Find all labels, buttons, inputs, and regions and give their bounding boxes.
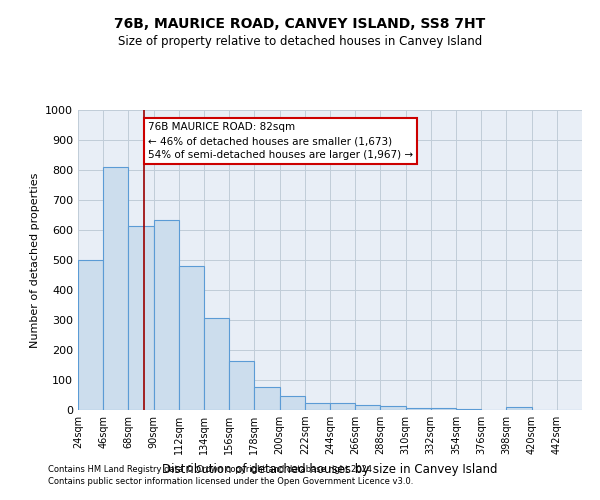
Bar: [179, 266, 204, 410]
Bar: [204, 318, 229, 410]
Bar: [78, 260, 103, 410]
Bar: [406, 408, 431, 410]
Bar: [355, 404, 380, 410]
Bar: [456, 408, 481, 410]
Bar: [330, 404, 355, 410]
Text: Contains public sector information licensed under the Open Government Licence v3: Contains public sector information licen…: [48, 476, 413, 486]
Text: Contains HM Land Registry data © Crown copyright and database right 2024.: Contains HM Land Registry data © Crown c…: [48, 466, 374, 474]
Y-axis label: Number of detached properties: Number of detached properties: [29, 172, 40, 348]
Bar: [280, 396, 305, 410]
Text: Size of property relative to detached houses in Canvey Island: Size of property relative to detached ho…: [118, 35, 482, 48]
X-axis label: Distribution of detached houses by size in Canvey Island: Distribution of detached houses by size …: [162, 462, 498, 475]
Text: 76B, MAURICE ROAD, CANVEY ISLAND, SS8 7HT: 76B, MAURICE ROAD, CANVEY ISLAND, SS8 7H…: [115, 18, 485, 32]
Bar: [254, 386, 280, 410]
Bar: [154, 220, 179, 410]
Bar: [506, 407, 532, 410]
Bar: [380, 406, 406, 410]
Text: 76B MAURICE ROAD: 82sqm
← 46% of detached houses are smaller (1,673)
54% of semi: 76B MAURICE ROAD: 82sqm ← 46% of detache…: [148, 122, 413, 160]
Bar: [431, 408, 456, 410]
Bar: [103, 167, 128, 410]
Bar: [305, 402, 330, 410]
Bar: [128, 226, 154, 410]
Bar: [229, 361, 254, 410]
